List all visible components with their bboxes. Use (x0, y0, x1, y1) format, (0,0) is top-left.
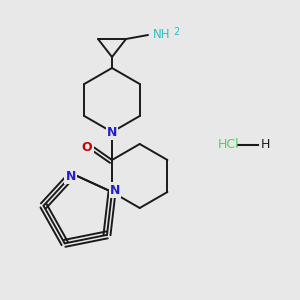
Text: N: N (107, 125, 117, 139)
Text: H: H (261, 139, 270, 152)
Text: O: O (82, 141, 92, 154)
Text: HCl: HCl (218, 139, 240, 152)
Text: NH: NH (153, 28, 170, 41)
Text: N: N (66, 169, 76, 182)
Text: 2: 2 (173, 27, 179, 37)
Text: N: N (110, 184, 120, 196)
